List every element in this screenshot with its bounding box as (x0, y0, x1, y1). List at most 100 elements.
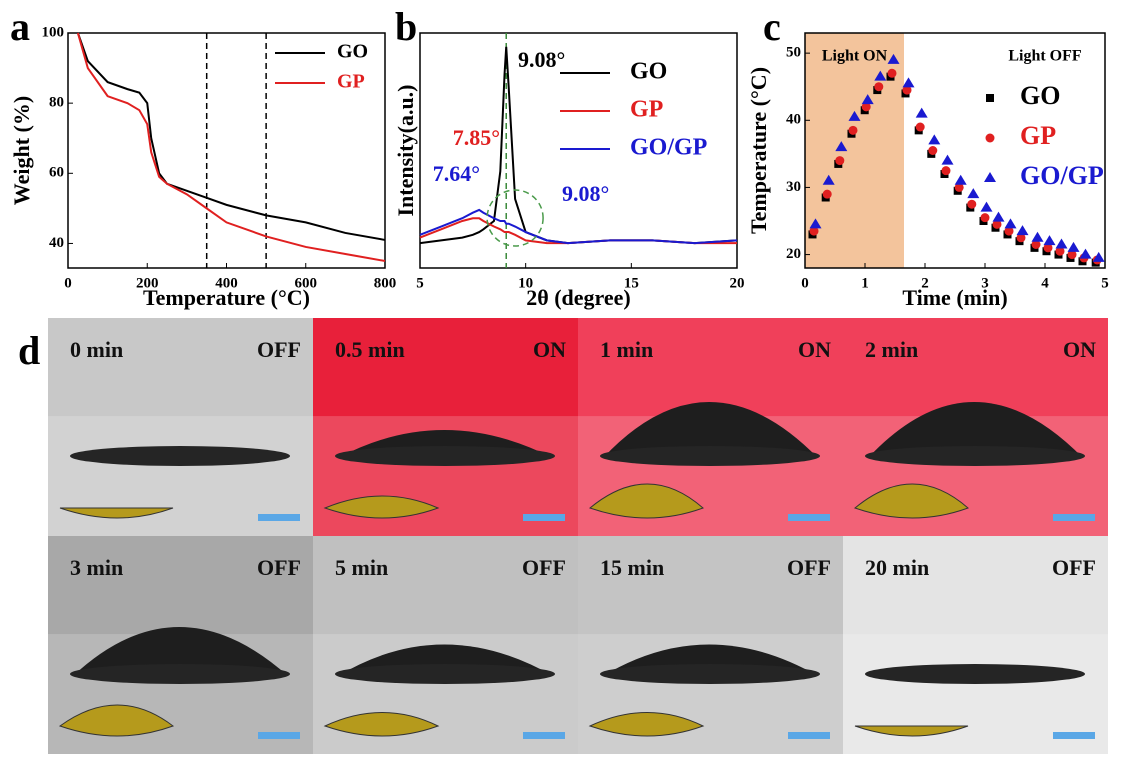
shaded-label: Light ON (822, 48, 888, 65)
frame-time: 2 min (865, 337, 918, 362)
legend-label: GP (1020, 121, 1056, 150)
legend-label: GP (630, 97, 663, 123)
frame-state: OFF (1052, 555, 1096, 580)
film-base (600, 446, 820, 466)
marker (928, 134, 940, 144)
legend-label: GO (1020, 81, 1060, 110)
marker (981, 213, 990, 222)
annotation: 9.08° (562, 181, 609, 206)
scale-bar (788, 732, 830, 739)
marker (916, 123, 925, 132)
y-tick-label: 40 (786, 112, 801, 128)
frame-state: OFF (257, 337, 301, 362)
marker (1017, 225, 1029, 235)
film-base (600, 664, 820, 684)
film-base (865, 446, 1085, 466)
legend-marker (986, 134, 995, 143)
marker (916, 108, 928, 118)
marker (1080, 249, 1092, 259)
panel-label: b (395, 4, 417, 49)
y-tick-label: 20 (786, 246, 801, 262)
film-base (335, 446, 555, 466)
y-tick-label: 100 (42, 24, 65, 40)
frame-time: 20 min (865, 555, 929, 580)
legend-label: GO/GP (1020, 161, 1104, 190)
scale-bar (258, 732, 300, 739)
y-axis-label: Weight (%) (9, 96, 34, 205)
frame-state: OFF (257, 555, 301, 580)
marker (823, 190, 832, 199)
y-tick-label: 30 (786, 179, 801, 195)
y-axis-label: Intensity(a.u.) (393, 84, 418, 216)
y-tick-label: 80 (49, 95, 64, 111)
y-tick-label: 60 (49, 165, 64, 181)
film-base (865, 664, 1085, 684)
x-tick-label: 0 (801, 275, 809, 291)
frame-time: 0.5 min (335, 337, 405, 362)
x-tick-label: 4 (1041, 275, 1049, 291)
legend-label: GO (337, 41, 368, 63)
legend-label: GO/GP (630, 135, 707, 161)
marker (849, 126, 858, 135)
panel-label: c (763, 4, 781, 49)
photo-frame: 15 min OFF (578, 536, 843, 754)
marker (981, 202, 993, 212)
annotation: 7.64° (433, 161, 480, 186)
scale-bar (523, 732, 565, 739)
legend-label: GP (337, 71, 365, 93)
scale-bar (788, 514, 830, 521)
x-tick-label: 5 (1101, 275, 1109, 291)
marker (942, 155, 954, 165)
photo-frame: 20 min OFF (843, 536, 1108, 754)
photo-frame: 3 min OFF (48, 536, 313, 754)
marker (942, 166, 951, 175)
frame-time: 1 min (600, 337, 653, 362)
photo-frame: 0.5 min ON (313, 318, 578, 536)
frame-state: ON (798, 337, 831, 362)
series-line (78, 33, 385, 240)
legend-marker (984, 172, 996, 182)
panel-label: a (10, 4, 30, 49)
marker (1005, 218, 1017, 228)
frame-state: OFF (787, 555, 831, 580)
legend-marker (986, 94, 994, 102)
photo-frame: 0 min OFF (48, 318, 313, 536)
frame-state: ON (533, 337, 566, 362)
film-base (70, 664, 290, 684)
photo-frame: 2 min ON (843, 318, 1108, 536)
x-tick-label: 20 (730, 275, 745, 291)
marker (1044, 235, 1056, 245)
frame-time: 5 min (335, 555, 388, 580)
frame-time: 15 min (600, 555, 664, 580)
series-line (78, 33, 385, 261)
marker (967, 188, 979, 198)
series-line (420, 218, 737, 243)
scale-bar (1053, 514, 1095, 521)
frame-state: ON (1063, 337, 1096, 362)
marker (888, 69, 897, 78)
y-axis-label: Temperature (°C) (746, 67, 771, 234)
legend-title: Light OFF (1008, 48, 1082, 65)
marker (955, 175, 967, 185)
marker (993, 212, 1005, 222)
panel-label: d (18, 328, 40, 373)
y-tick-label: 40 (49, 235, 64, 251)
frame-time: 3 min (70, 555, 123, 580)
marker (1068, 242, 1080, 252)
marker (835, 156, 844, 165)
marker (874, 82, 883, 91)
figure: a0200400600800406080100Temperature (°C)W… (0, 0, 1129, 755)
scale-bar (1053, 732, 1095, 739)
annotation: 7.85° (453, 125, 500, 150)
x-tick-label: 800 (374, 275, 397, 291)
x-tick-label: 1 (861, 275, 869, 291)
x-axis-label: Time (min) (902, 285, 1007, 310)
marker (903, 77, 915, 87)
marker (1032, 232, 1044, 242)
scale-bar (258, 514, 300, 521)
x-axis-label: Temperature (°C) (143, 285, 310, 310)
annotation: 9.08° (518, 47, 565, 72)
marker (967, 200, 976, 209)
series-line (420, 210, 737, 243)
frame-time: 0 min (70, 337, 123, 362)
